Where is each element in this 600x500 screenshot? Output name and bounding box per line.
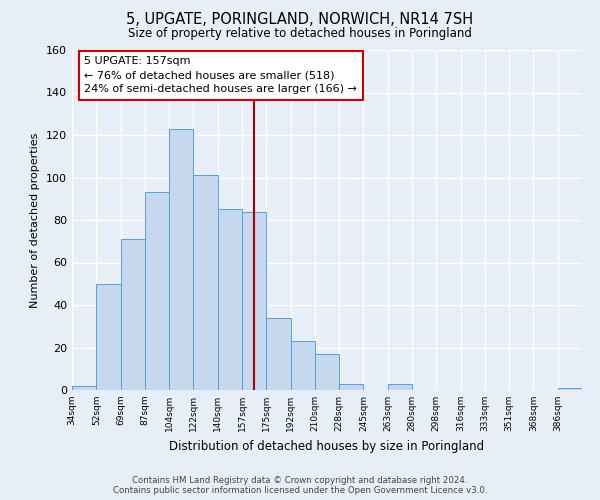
Bar <box>72 386 96 390</box>
Bar <box>315 354 339 390</box>
Bar <box>266 318 290 390</box>
Text: Size of property relative to detached houses in Poringland: Size of property relative to detached ho… <box>128 28 472 40</box>
Bar <box>290 341 315 390</box>
Bar <box>242 212 266 390</box>
Bar <box>218 210 242 390</box>
Bar <box>339 384 364 390</box>
Bar <box>169 128 193 390</box>
Bar <box>388 384 412 390</box>
Bar <box>145 192 169 390</box>
Bar <box>96 284 121 390</box>
Bar <box>193 176 218 390</box>
Text: 5, UPGATE, PORINGLAND, NORWICH, NR14 7SH: 5, UPGATE, PORINGLAND, NORWICH, NR14 7SH <box>127 12 473 28</box>
Text: 5 UPGATE: 157sqm
← 76% of detached houses are smaller (518)
24% of semi-detached: 5 UPGATE: 157sqm ← 76% of detached house… <box>84 56 357 94</box>
Bar <box>558 388 582 390</box>
Text: Contains HM Land Registry data © Crown copyright and database right 2024.
Contai: Contains HM Land Registry data © Crown c… <box>113 476 487 495</box>
X-axis label: Distribution of detached houses by size in Poringland: Distribution of detached houses by size … <box>169 440 485 452</box>
Bar <box>121 239 145 390</box>
Y-axis label: Number of detached properties: Number of detached properties <box>31 132 40 308</box>
